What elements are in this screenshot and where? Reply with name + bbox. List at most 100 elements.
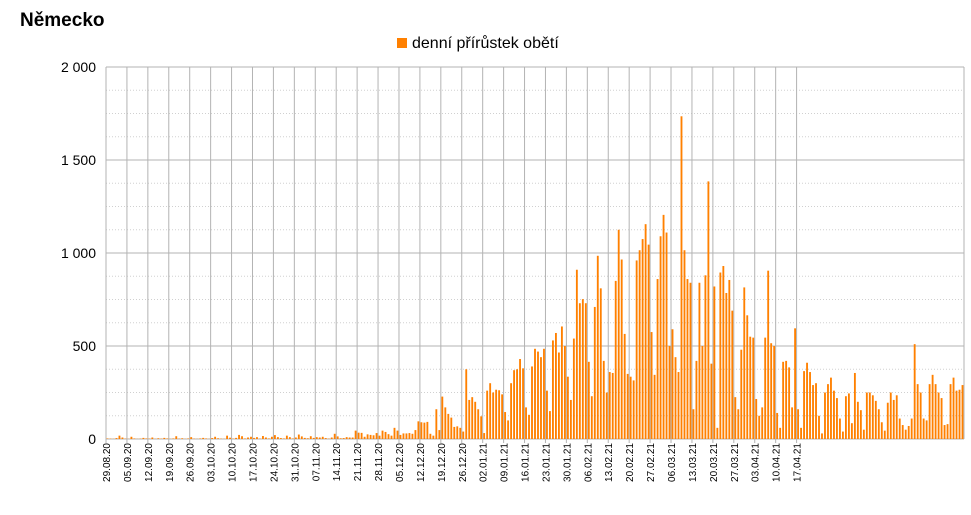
bar <box>653 374 656 439</box>
bar <box>886 402 889 439</box>
bar <box>205 438 208 439</box>
bar <box>157 438 160 439</box>
x-tick-label: 21.11.20 <box>353 443 364 482</box>
bar <box>581 299 584 439</box>
bar <box>405 433 408 439</box>
bar <box>465 369 468 439</box>
bar <box>572 338 575 439</box>
bar <box>462 431 465 439</box>
bar <box>199 438 202 439</box>
x-tick-label: 06.03.21 <box>667 443 678 482</box>
x-tick-label: 28.11.20 <box>374 443 385 482</box>
bar <box>922 418 925 439</box>
bar <box>815 383 817 439</box>
bar <box>566 376 569 439</box>
bar <box>641 239 644 439</box>
bar <box>889 392 892 439</box>
bar <box>187 438 190 439</box>
bar <box>486 390 489 439</box>
bar <box>516 369 518 439</box>
x-tick-label: 12.09.20 <box>144 443 155 482</box>
y-tick-label: 500 <box>73 338 97 354</box>
bar <box>638 250 641 439</box>
bar <box>955 390 958 439</box>
bar <box>958 389 961 439</box>
bar <box>698 282 701 439</box>
bar <box>360 432 363 439</box>
x-tick-label: 12.12.20 <box>416 443 427 482</box>
bar <box>256 437 258 439</box>
bar <box>423 422 426 439</box>
bar <box>785 360 788 439</box>
bar <box>268 438 270 439</box>
bar <box>525 407 527 439</box>
bar <box>839 418 841 439</box>
bar <box>549 411 551 439</box>
bar <box>411 433 414 439</box>
y-tick-label: 1 000 <box>61 245 96 261</box>
bar <box>910 418 913 439</box>
bar <box>919 392 922 439</box>
bar <box>253 437 255 439</box>
bar <box>288 437 291 439</box>
bar <box>244 438 246 439</box>
bar <box>683 250 686 439</box>
bar <box>273 435 276 439</box>
bar <box>898 418 901 439</box>
bar <box>417 421 420 439</box>
bar <box>354 430 357 439</box>
bar <box>381 430 384 439</box>
bar <box>489 383 492 439</box>
bar <box>214 436 217 439</box>
bar <box>779 427 782 439</box>
bar <box>608 372 611 439</box>
bar <box>674 357 677 439</box>
bar <box>270 436 273 439</box>
bar <box>596 255 599 439</box>
bar <box>474 401 477 439</box>
bar <box>336 436 339 439</box>
bar <box>181 438 184 439</box>
x-tick-label: 17.10.20 <box>248 443 259 482</box>
bar <box>677 372 680 439</box>
bar <box>300 436 303 439</box>
x-tick-label: 20.02.21 <box>625 443 636 482</box>
x-tick-label: 27.03.21 <box>730 443 741 482</box>
bar <box>847 393 850 439</box>
x-tick-label: 13.03.21 <box>688 443 699 482</box>
bar <box>480 416 483 439</box>
bar <box>312 437 315 439</box>
legend-swatch <box>397 38 407 48</box>
x-tick-label: 20.03.21 <box>709 443 720 482</box>
bar <box>414 430 417 439</box>
bar <box>557 352 560 439</box>
x-grid <box>105 67 798 443</box>
bar <box>345 437 348 439</box>
bar <box>883 430 886 439</box>
bar <box>468 399 471 439</box>
bar <box>471 397 474 439</box>
bar <box>767 270 770 439</box>
bar <box>659 236 662 439</box>
bar <box>794 328 797 439</box>
bar <box>740 349 743 439</box>
x-tick-label: 06.02.21 <box>583 443 594 482</box>
bar <box>560 326 563 439</box>
bar <box>393 427 396 439</box>
bar <box>949 384 952 439</box>
bar <box>716 427 719 439</box>
x-tick-label: 19.12.20 <box>437 443 448 482</box>
x-tick-label: 13.02.21 <box>604 443 615 482</box>
y-tick-label: 2 000 <box>61 59 96 75</box>
bar <box>880 422 883 439</box>
bar <box>859 410 862 439</box>
bar <box>133 438 136 439</box>
bar <box>351 437 354 439</box>
bar <box>575 269 578 439</box>
x-tick-label: 05.09.20 <box>123 443 134 482</box>
bar <box>435 409 438 439</box>
bar <box>510 383 513 439</box>
bar <box>453 426 456 439</box>
bar <box>749 336 752 439</box>
bar <box>282 438 285 439</box>
